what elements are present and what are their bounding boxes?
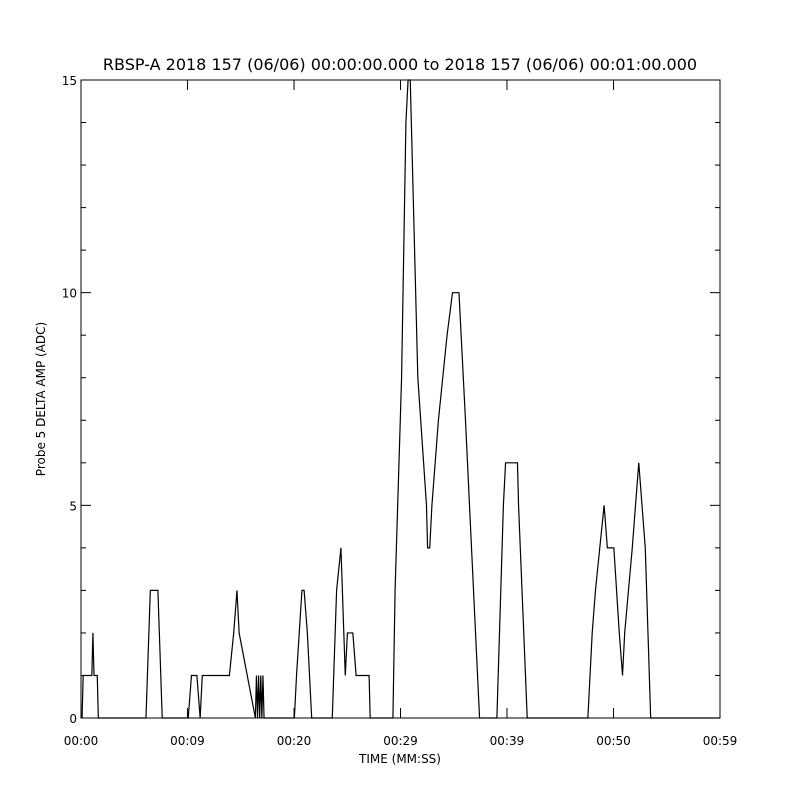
y-axis-label: Probe 5 DELTA AMP (ADC): [34, 322, 48, 476]
x-tick-label: 00:20: [277, 734, 312, 748]
x-tick-label: 00:59: [703, 734, 738, 748]
x-tick-label: 00:09: [170, 734, 205, 748]
x-tick-label: 00:39: [490, 734, 525, 748]
data-line: [81, 79, 720, 719]
x-tick-label: 00:00: [64, 734, 99, 748]
y-tick-label: 10: [62, 287, 77, 301]
y-tick-label: 5: [69, 499, 77, 513]
x-axis-label: TIME (MM:SS): [358, 752, 441, 766]
x-tick-label: 00:29: [383, 734, 418, 748]
y-tick-label: 15: [62, 74, 77, 88]
y-tick-label: 0: [69, 712, 77, 726]
chart-title: RBSP-A 2018 157 (06/06) 00:00:00.000 to …: [103, 55, 697, 74]
x-tick-label: 00:50: [596, 734, 631, 748]
